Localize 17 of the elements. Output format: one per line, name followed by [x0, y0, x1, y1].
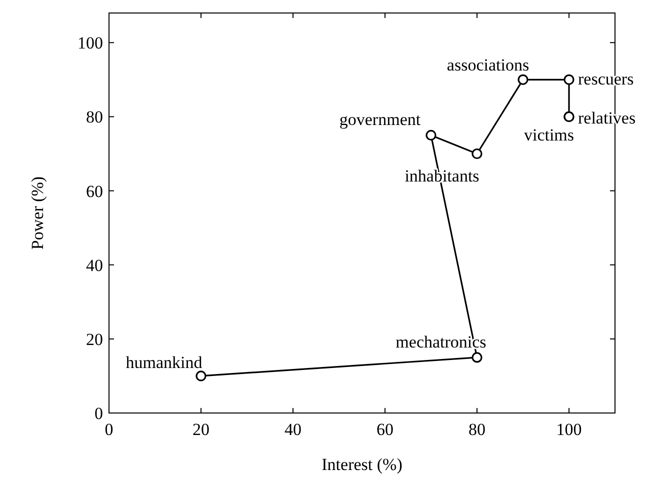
x-tick-label: 80: [468, 420, 486, 439]
x-tick-label: 100: [556, 420, 582, 439]
x-tick-label: 40: [284, 420, 302, 439]
x-tick-label: 20: [192, 420, 210, 439]
annotation: associations: [446, 56, 530, 75]
annotation: government: [339, 110, 421, 130]
y-tick-label: 0: [94, 404, 103, 423]
y-tick-label: 100: [78, 34, 103, 53]
x-axis-title: Interest (%): [322, 455, 402, 474]
annotation: humankind: [126, 352, 203, 372]
x-tick-label: 60: [376, 420, 394, 439]
annotation: victims: [524, 126, 574, 145]
y-tick-label: 80: [86, 108, 103, 127]
y-tick-label: 20: [86, 330, 103, 349]
y-tick-label: 60: [86, 182, 103, 201]
y-axis-title: Power (%): [28, 176, 47, 250]
y-tick-label: 40: [86, 256, 103, 275]
